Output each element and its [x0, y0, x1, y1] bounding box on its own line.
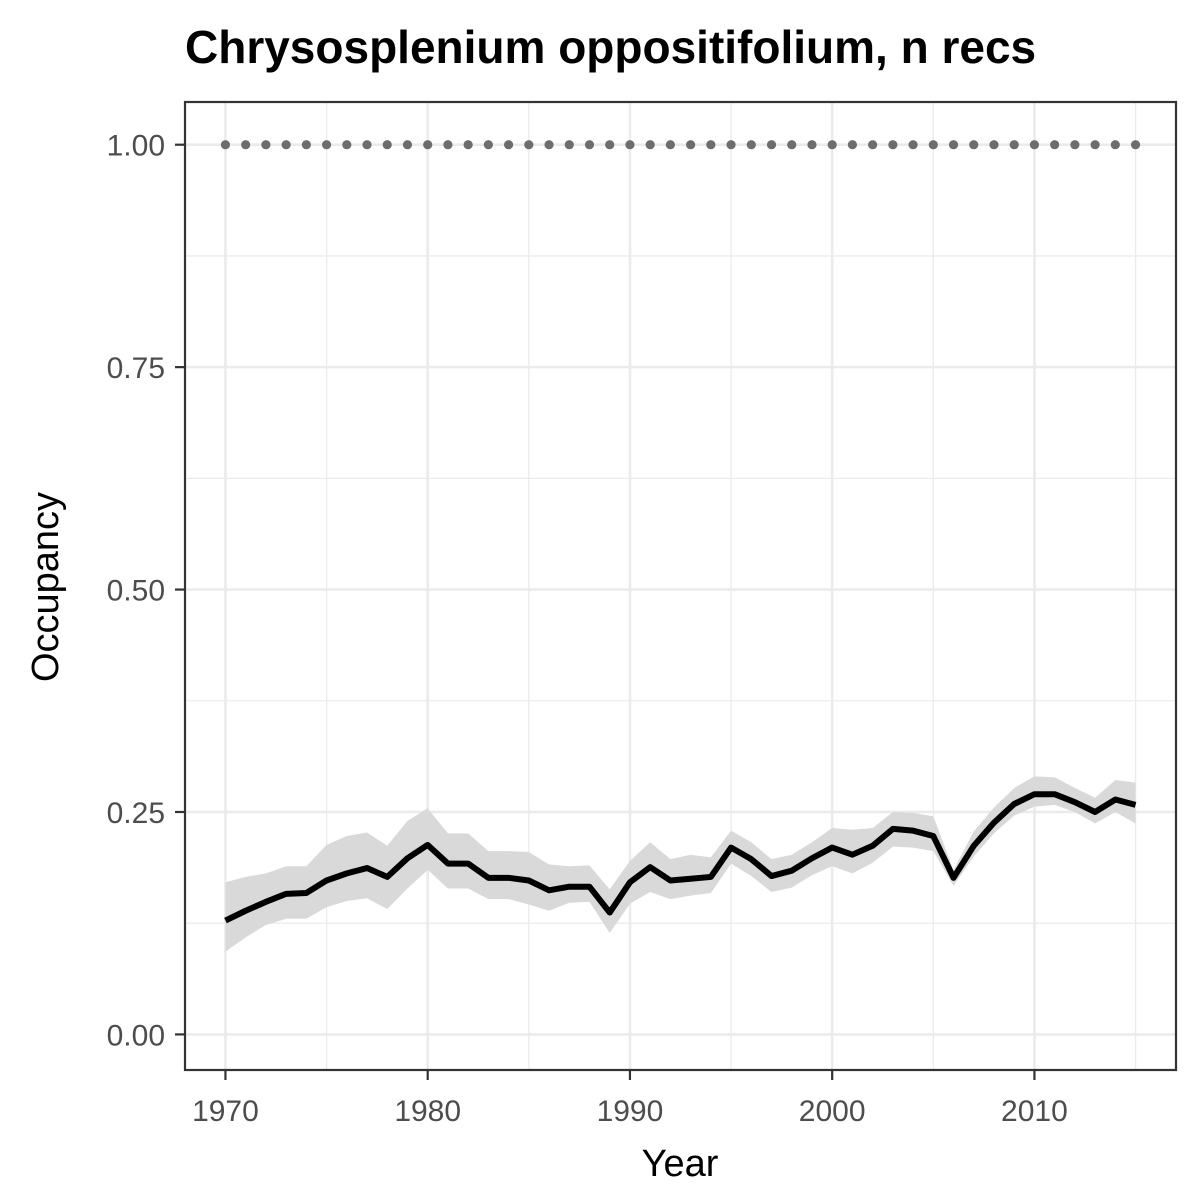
reference-point — [503, 140, 514, 150]
y-axis-label: Occupancy — [25, 492, 67, 682]
reference-point — [625, 140, 635, 150]
reference-point — [402, 140, 413, 150]
confidence-ribbon — [225, 776, 1136, 952]
x-tick-label: 1980 — [394, 1095, 461, 1128]
y-tick-label: 0.25 — [107, 797, 165, 830]
y-tick-label: 0.75 — [107, 352, 165, 385]
reference-point — [321, 140, 332, 150]
grid — [185, 102, 1176, 1070]
reference-point — [463, 140, 473, 150]
reference-point — [746, 140, 756, 150]
reference-point — [908, 140, 918, 150]
reference-point — [686, 140, 696, 150]
reference-point — [888, 140, 898, 150]
reference-point — [443, 140, 453, 150]
reference-point — [544, 140, 554, 150]
reference-point — [362, 140, 372, 150]
ribbon-area — [225, 776, 1136, 952]
reference-point — [301, 140, 311, 150]
reference-point — [605, 140, 615, 150]
x-axis-label: Year — [642, 1143, 719, 1185]
reference-point — [989, 140, 999, 150]
reference-point — [423, 140, 433, 150]
reference-point — [665, 140, 675, 150]
y-tick-label: 0.50 — [107, 575, 165, 608]
tick-labels: 1970 1980 1990 2000 2010 0.00 0.25 0.50 0.75 1.00 — [107, 130, 1068, 1128]
reference-point — [948, 140, 959, 150]
reference-point — [1090, 140, 1100, 150]
reference-point — [827, 140, 837, 150]
reference-point — [1130, 140, 1141, 150]
reference-point — [969, 140, 979, 150]
reference-point — [524, 140, 534, 150]
reference-point — [1029, 140, 1040, 150]
chart-title: Chrysosplenium oppositifolium, n recs — [185, 21, 1036, 73]
reference-point — [766, 140, 777, 150]
x-tick-label: 1990 — [597, 1095, 664, 1128]
reference-dots — [220, 140, 1141, 150]
reference-point — [1110, 140, 1120, 150]
reference-point — [564, 140, 574, 150]
x-tick-label: 1970 — [192, 1095, 259, 1128]
x-tick-label: 2010 — [1001, 1095, 1068, 1128]
reference-point — [868, 140, 878, 150]
reference-point — [342, 140, 352, 150]
reference-point — [645, 140, 655, 150]
panel-border — [183, 100, 1178, 1072]
reference-point — [807, 140, 817, 150]
reference-point — [241, 140, 251, 150]
reference-point — [483, 140, 493, 150]
x-tick-label: 2000 — [799, 1095, 866, 1128]
reference-point — [787, 140, 797, 150]
y-tick-label: 1.00 — [107, 130, 165, 163]
reference-point — [1070, 140, 1080, 150]
reference-point — [382, 140, 392, 150]
reference-point — [220, 140, 231, 150]
reference-point — [261, 140, 271, 150]
reference-point — [928, 140, 938, 150]
occupancy-line — [224, 791, 1137, 924]
reference-point — [726, 140, 736, 150]
reference-point — [847, 140, 858, 150]
reference-point — [706, 140, 716, 150]
reference-point — [1050, 140, 1060, 150]
axes — [175, 143, 1036, 1080]
occupancy-series — [224, 791, 1137, 924]
reference-point — [281, 140, 291, 150]
reference-point — [1009, 140, 1019, 150]
y-tick-label: 0.00 — [107, 1019, 165, 1052]
reference-point — [584, 140, 595, 150]
